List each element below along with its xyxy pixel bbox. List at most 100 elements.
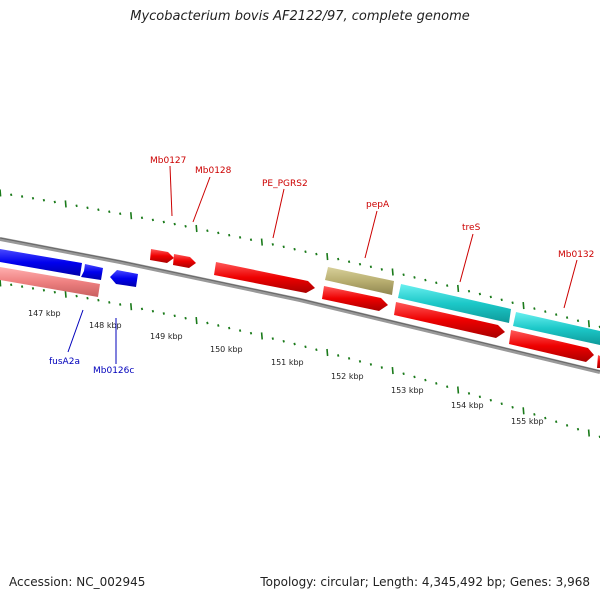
- tick-label-group: 147 kbp 148 kbp 149 kbp 150 kbp 151 kbp …: [28, 309, 544, 426]
- tick-mark: [369, 363, 373, 366]
- tick-mark: [10, 283, 13, 287]
- tick-mark: [173, 314, 176, 318]
- tick-mark: [75, 204, 78, 208]
- tick-mark: [424, 278, 427, 282]
- tick-mark: [533, 413, 536, 416]
- tick-mark: [10, 193, 13, 197]
- tick-mark: [20, 195, 24, 198]
- gene-mb0127[interactable]: [150, 249, 174, 263]
- tick-mark: [173, 222, 176, 226]
- tick-mark: [500, 402, 503, 406]
- tick-mark: [195, 224, 198, 233]
- tick-mark: [282, 245, 285, 249]
- tick-mark: [119, 212, 122, 216]
- gene-fusa2a-block[interactable]: [0, 249, 82, 276]
- inner-tick-ring: [0, 279, 600, 439]
- tick-mark: [511, 405, 514, 409]
- tick-mark: [206, 321, 209, 325]
- tick-mark: [217, 231, 220, 235]
- tick-mark: [108, 210, 111, 214]
- tick-label-151kbp: 151 kbp: [271, 358, 304, 367]
- tick-mark: [544, 310, 547, 313]
- tick-mark: [140, 307, 144, 311]
- leader-fusa2a: [67, 309, 84, 353]
- tick-mark: [576, 319, 580, 323]
- tick-mark: [478, 395, 482, 399]
- tick-label-148kbp: 148 kbp: [89, 321, 122, 330]
- label-leaders: [67, 165, 578, 364]
- tick-mark: [86, 296, 89, 300]
- tick-mark: [75, 294, 78, 298]
- tick-mark: [446, 284, 449, 287]
- tick-mark: [228, 326, 231, 330]
- tick-label-153kbp: 153 kbp: [391, 386, 424, 395]
- tick-mark: [565, 424, 569, 427]
- tick-mark: [337, 354, 340, 357]
- tick-mark: [544, 416, 547, 420]
- tick-mark: [587, 429, 590, 437]
- leader-tres: [459, 233, 474, 283]
- tick-mark: [358, 262, 362, 266]
- tick-mark: [0, 189, 2, 197]
- forward-strand-genes-row2: [322, 286, 600, 368]
- tick-mark: [304, 345, 307, 349]
- tick-mark: [53, 290, 56, 294]
- tick-mark: [249, 331, 253, 335]
- tick-mark: [31, 287, 35, 290]
- tick-mark: [0, 279, 2, 287]
- label-tres: treS: [462, 223, 481, 233]
- tick-mark: [315, 252, 318, 256]
- tick-mark: [162, 220, 165, 224]
- tick-mark: [391, 268, 394, 276]
- tick-mark: [86, 206, 89, 210]
- tick-mark: [457, 284, 460, 292]
- gene-pe-pgrs2[interactable]: [214, 262, 315, 293]
- outer-tick-ring: [0, 189, 600, 329]
- leader-pepa: [364, 210, 378, 259]
- tick-mark: [533, 307, 536, 310]
- gene-mb0126c[interactable]: [110, 270, 138, 287]
- tick-mark: [326, 348, 329, 357]
- gene-tres[interactable]: [398, 284, 511, 323]
- tick-mark: [380, 268, 383, 271]
- tick-mark: [380, 366, 383, 369]
- tick-mark: [413, 375, 416, 379]
- tick-label-147kbp: 147 kbp: [28, 309, 61, 318]
- gene-mb0128[interactable]: [173, 254, 196, 268]
- tick-label-152kbp: 152 kbp: [331, 372, 364, 381]
- tick-mark: [347, 357, 351, 360]
- tick-mark: [260, 332, 263, 340]
- label-pepa: pepA: [366, 200, 390, 210]
- tick-mark: [555, 420, 558, 424]
- gene-red-c[interactable]: [509, 330, 594, 362]
- gene-red-d[interactable]: [597, 355, 600, 368]
- tick-mark: [64, 290, 67, 298]
- tick-mark: [184, 316, 187, 320]
- tick-mark: [151, 218, 155, 222]
- tick-mark: [260, 238, 263, 246]
- tick-mark: [206, 229, 209, 233]
- gene-fusa2a-pink[interactable]: [0, 267, 100, 297]
- tick-mark: [228, 233, 231, 237]
- reverse-strand-genes: [0, 249, 138, 297]
- tick-label-154kbp: 154 kbp: [451, 401, 484, 410]
- gene-mb0132[interactable]: [513, 312, 600, 345]
- leader-mb0132: [563, 259, 578, 309]
- label-mb0127: Mb0127: [150, 156, 186, 166]
- tick-mark: [489, 398, 492, 402]
- gene-red-b[interactable]: [394, 302, 505, 338]
- tick-mark: [53, 200, 56, 204]
- leader-mb0128: [192, 176, 211, 223]
- tick-mark: [391, 367, 394, 375]
- tick-mark: [249, 238, 253, 242]
- tick-mark: [238, 236, 242, 239]
- gene-pepa[interactable]: [325, 267, 394, 295]
- gene-blue-small[interactable]: [81, 264, 103, 280]
- tick-mark: [446, 385, 449, 389]
- tick-mark: [511, 301, 514, 305]
- gene-red-a[interactable]: [322, 286, 388, 311]
- tick-mark: [467, 289, 471, 293]
- label-mb0128: Mb0128: [195, 166, 232, 176]
